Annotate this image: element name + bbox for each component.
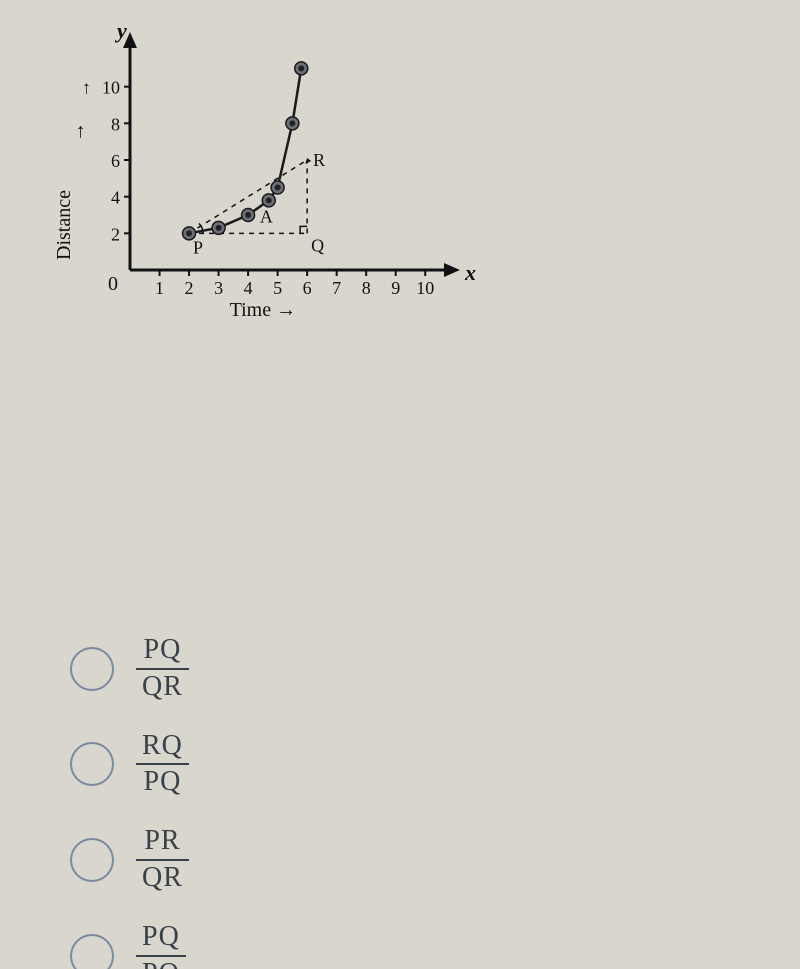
fraction-a: PQ QR xyxy=(136,635,189,703)
fraction-b: RQ PQ xyxy=(136,731,189,799)
svg-text:10: 10 xyxy=(102,78,120,98)
svg-text:R: R xyxy=(313,150,325,170)
denominator: PQ xyxy=(136,959,186,969)
radio-icon xyxy=(70,934,114,969)
svg-text:4: 4 xyxy=(244,278,253,298)
svg-text:P: P xyxy=(193,237,203,257)
answer-options: PQ QR RQ PQ PR QR PQ xyxy=(70,635,770,969)
svg-text:3: 3 xyxy=(214,278,223,298)
svg-text:Time →: Time → xyxy=(230,299,297,321)
page-root: 246810123456789100yxDistance→↑Time →PQRA… xyxy=(0,0,800,969)
numerator: PR xyxy=(138,826,186,857)
denominator: QR xyxy=(136,672,189,703)
denominator: PQ xyxy=(138,767,188,798)
denominator: QR xyxy=(136,863,189,894)
option-d[interactable]: PQ PQ xyxy=(70,922,770,969)
svg-text:4: 4 xyxy=(111,188,120,208)
svg-text:x: x xyxy=(464,260,476,285)
option-b[interactable]: RQ PQ xyxy=(70,731,770,799)
svg-text:Q: Q xyxy=(311,235,324,255)
svg-text:8: 8 xyxy=(111,114,120,134)
fraction-c: PR QR xyxy=(136,826,189,894)
option-c[interactable]: PR QR xyxy=(70,826,770,894)
svg-text:A: A xyxy=(260,206,273,226)
svg-text:0: 0 xyxy=(108,273,118,295)
svg-text:7: 7 xyxy=(332,278,341,298)
svg-text:y: y xyxy=(114,20,127,43)
svg-text:10: 10 xyxy=(416,278,434,298)
numerator: PQ xyxy=(136,922,186,953)
distance-time-chart: 246810123456789100yxDistance→↑Time →PQRA xyxy=(40,20,770,335)
svg-text:6: 6 xyxy=(111,151,120,171)
svg-text:5: 5 xyxy=(273,278,282,298)
svg-text:1: 1 xyxy=(155,278,164,298)
numerator: RQ xyxy=(136,731,189,762)
svg-text:2: 2 xyxy=(111,224,120,244)
fraction-d: PQ PQ xyxy=(136,922,186,969)
svg-text:6: 6 xyxy=(303,278,312,298)
numerator: PQ xyxy=(138,635,188,666)
radio-icon xyxy=(70,742,114,786)
chart-canvas: 246810123456789100yxDistance→↑Time →PQRA xyxy=(40,20,480,330)
svg-text:Distance: Distance xyxy=(53,190,75,260)
svg-text:8: 8 xyxy=(362,278,371,298)
svg-text:9: 9 xyxy=(391,278,400,298)
svg-text:2: 2 xyxy=(185,278,194,298)
svg-text:↑: ↑ xyxy=(82,78,91,98)
svg-text:→: → xyxy=(67,122,89,142)
radio-icon xyxy=(70,838,114,882)
radio-icon xyxy=(70,647,114,691)
option-a[interactable]: PQ QR xyxy=(70,635,770,703)
